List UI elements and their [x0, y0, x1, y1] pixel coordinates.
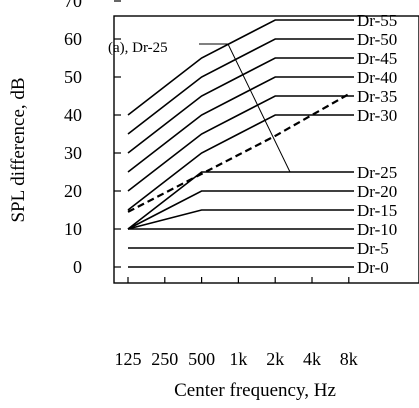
reference-curve-group [127, 93, 350, 213]
series-label-dr-15: Dr-15 [357, 201, 397, 220]
y-axis-title: SPL difference, dB [8, 77, 29, 222]
series-label-dr-0: Dr-0 [357, 258, 389, 277]
series-label-dr-50: Dr-50 [357, 30, 397, 49]
y-tick-label: 0 [73, 257, 82, 277]
x-tick-label: 250 [151, 349, 178, 369]
annotation-label: (a), Dr-25 [108, 40, 168, 56]
series-label-dr-10: Dr-10 [357, 220, 397, 239]
x-tick-label: 500 [188, 349, 215, 369]
y-tick-label: 20 [64, 181, 82, 201]
reference-curve-line [127, 93, 350, 213]
series-label-dr-55: Dr-55 [357, 11, 397, 30]
series-line-dr-15 [127, 209, 354, 230]
series-line-dr-35 [127, 95, 354, 192]
series-label-dr-25: Dr-25 [357, 163, 397, 182]
x-axis-title: Center frequency, Hz [174, 380, 336, 401]
series-line-dr-30 [127, 114, 354, 211]
x-axis-ticks: 125 250 500 1k 2k 4k 8k [115, 277, 358, 369]
y-tick-label: 40 [64, 105, 82, 125]
x-tick-label: 2k [266, 349, 284, 369]
x-tick-label: 125 [115, 349, 142, 369]
x-tick-label: 4k [303, 349, 321, 369]
annotation-leader-line [199, 43, 291, 173]
series-line-dr-45 [127, 57, 354, 154]
y-tick-label: 30 [64, 143, 82, 163]
series-line-dr-55 [127, 19, 354, 116]
series-label-dr-5: Dr-5 [357, 239, 389, 258]
series-lines [127, 19, 354, 268]
y-tick-label: 10 [64, 219, 82, 239]
plot-frame [113, 15, 419, 284]
series-line-dr-50 [127, 38, 354, 135]
series-label-dr-20: Dr-20 [357, 182, 397, 201]
annotation: (a), Dr-25 [108, 40, 291, 173]
y-tick-label: 50 [64, 67, 82, 87]
series-label-dr-40: Dr-40 [357, 68, 397, 87]
series-label-dr-35: Dr-35 [357, 87, 397, 106]
y-tick-label: 60 [64, 29, 82, 49]
series-label-dr-30: Dr-30 [357, 106, 397, 125]
series-line-dr-20 [127, 190, 354, 230]
y-axis-ticks: 0 10 20 30 40 50 60 70 [64, 0, 121, 277]
x-tick-label: 8k [340, 349, 358, 369]
x-tick-label: 1k [229, 349, 247, 369]
y-tick-label: 70 [64, 0, 82, 11]
series-line-dr-25 [127, 171, 354, 230]
series-line-dr-40 [127, 76, 354, 173]
series-label-dr-45: Dr-45 [357, 49, 397, 68]
